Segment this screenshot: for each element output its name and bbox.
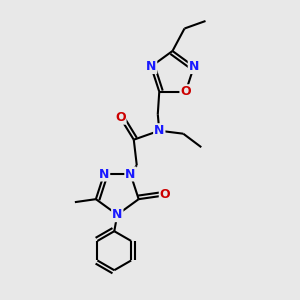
Text: N: N xyxy=(154,124,164,137)
Text: N: N xyxy=(146,60,156,73)
Text: O: O xyxy=(160,188,170,201)
Text: N: N xyxy=(189,60,199,73)
Text: O: O xyxy=(115,111,126,124)
Text: N: N xyxy=(125,167,136,181)
Text: N: N xyxy=(112,208,122,221)
Text: O: O xyxy=(180,85,191,98)
Text: N: N xyxy=(99,167,109,181)
